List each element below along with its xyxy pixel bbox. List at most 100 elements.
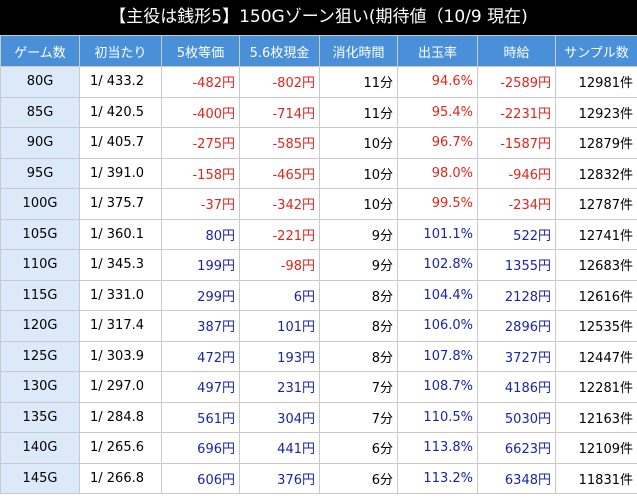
- cell-rate: 98.0%: [397, 157, 478, 189]
- cell-hourly: 2896円: [477, 310, 556, 342]
- cell-hourly: 6623円: [477, 432, 556, 464]
- cell-time: 7分: [319, 401, 398, 433]
- cell-samples: 12741件: [555, 218, 637, 250]
- cell-time: 6分: [319, 462, 398, 494]
- cell-cash56: 231円: [239, 371, 320, 403]
- cell-eq5: -482円: [161, 66, 240, 98]
- cell-hourly: 1355円: [477, 249, 556, 281]
- cell-time: 10分: [319, 157, 398, 189]
- cell-game: 145G: [0, 462, 80, 494]
- cell-rate: 108.7%: [397, 371, 478, 403]
- cell-rate: 96.7%: [397, 127, 478, 159]
- cell-game: 120G: [0, 310, 80, 342]
- cell-samples: 12923件: [555, 96, 637, 128]
- cell-eq5: 199円: [161, 249, 240, 281]
- cell-rate: 113.2%: [397, 462, 478, 494]
- cell-first-hit: 1/ 433.2: [79, 66, 162, 98]
- table-row: 85G 1/ 420.5 -400円 -714円 11分 95.4% -2231円 12923…: [0, 96, 637, 128]
- cell-cash56: 193円: [239, 340, 320, 372]
- cell-eq5: 472円: [161, 340, 240, 372]
- cell-hourly: -1587円: [477, 127, 556, 159]
- cell-time: 6分: [319, 432, 398, 464]
- header-game-count: ゲーム数: [0, 35, 80, 67]
- cell-samples: 12879件: [555, 127, 637, 159]
- cell-eq5: -275円: [161, 127, 240, 159]
- cell-samples: 12163件: [555, 401, 637, 433]
- cell-cash56: -465円: [239, 157, 320, 189]
- header-5-equal: 5枚等価: [161, 35, 240, 67]
- cell-time: 8分: [319, 340, 398, 372]
- cell-time: 9分: [319, 218, 398, 250]
- cell-first-hit: 1/ 345.3: [79, 249, 162, 281]
- cell-samples: 12535件: [555, 310, 637, 342]
- table-row: 105G 1/ 360.1 80円 -221円 9分 101.1% 522円 12741件: [0, 218, 637, 250]
- cell-first-hit: 1/ 297.0: [79, 371, 162, 403]
- cell-samples: 12616件: [555, 279, 637, 311]
- cell-rate: 102.8%: [397, 249, 478, 281]
- cell-rate: 106.0%: [397, 310, 478, 342]
- header-time: 消化時間: [319, 35, 398, 67]
- cell-hourly: 5030円: [477, 401, 556, 433]
- cell-first-hit: 1/ 331.0: [79, 279, 162, 311]
- table-row: 115G 1/ 331.0 299円 6円 8分 104.4% 2128円 12616件: [0, 279, 637, 311]
- cell-hourly: -2231円: [477, 96, 556, 128]
- cell-rate: 101.1%: [397, 218, 478, 250]
- cell-eq5: -400円: [161, 96, 240, 128]
- cell-samples: 12109件: [555, 432, 637, 464]
- cell-hourly: 2128円: [477, 279, 556, 311]
- cell-game: 140G: [0, 432, 80, 464]
- cell-rate: 107.8%: [397, 340, 478, 372]
- cell-game: 110G: [0, 249, 80, 281]
- cell-rate: 110.5%: [397, 401, 478, 433]
- cell-game: 100G: [0, 188, 80, 220]
- cell-cash56: 101円: [239, 310, 320, 342]
- cell-time: 10分: [319, 127, 398, 159]
- page-title: 【主役は銭形5】150Gゾーン狙い(期待値（10/9 現在): [0, 0, 637, 35]
- cell-hourly: -2589円: [477, 66, 556, 98]
- table-row: 145G 1/ 266.8 606円 376円 6分 113.2% 6348円 11831件: [0, 462, 637, 494]
- cell-samples: 12683件: [555, 249, 637, 281]
- cell-first-hit: 1/ 405.7: [79, 127, 162, 159]
- cell-first-hit: 1/ 317.4: [79, 310, 162, 342]
- cell-time: 11分: [319, 96, 398, 128]
- cell-samples: 11831件: [555, 462, 637, 494]
- cell-samples: 12447件: [555, 340, 637, 372]
- cell-first-hit: 1/ 360.1: [79, 218, 162, 250]
- cell-eq5: 696円: [161, 432, 240, 464]
- cell-time: 8分: [319, 279, 398, 311]
- cell-game: 125G: [0, 340, 80, 372]
- cell-eq5: 299円: [161, 279, 240, 311]
- header-payout-rate: 出玉率: [397, 35, 478, 67]
- table-row: 80G 1/ 433.2 -482円 -802円 11分 94.6% -2589円 12981…: [0, 66, 637, 98]
- cell-game: 130G: [0, 371, 80, 403]
- table-row: 135G 1/ 284.8 561円 304円 7分 110.5% 5030円 12163件: [0, 401, 637, 433]
- cell-rate: 104.4%: [397, 279, 478, 311]
- cell-game: 105G: [0, 218, 80, 250]
- cell-game: 115G: [0, 279, 80, 311]
- cell-hourly: -946円: [477, 157, 556, 189]
- cell-first-hit: 1/ 266.8: [79, 462, 162, 494]
- table-row: 120G 1/ 317.4 387円 101円 8分 106.0% 2896円 12535件: [0, 310, 637, 342]
- cell-game: 85G: [0, 96, 80, 128]
- cell-cash56: -342円: [239, 188, 320, 220]
- cell-rate: 99.5%: [397, 188, 478, 220]
- cell-hourly: 4186円: [477, 371, 556, 403]
- cell-first-hit: 1/ 420.5: [79, 96, 162, 128]
- cell-samples: 12981件: [555, 66, 637, 98]
- cell-first-hit: 1/ 303.9: [79, 340, 162, 372]
- cell-cash56: -98円: [239, 249, 320, 281]
- cell-samples: 12281件: [555, 371, 637, 403]
- cell-time: 8分: [319, 310, 398, 342]
- cell-hourly: 3727円: [477, 340, 556, 372]
- cell-time: 10分: [319, 188, 398, 220]
- cell-first-hit: 1/ 284.8: [79, 401, 162, 433]
- cell-cash56: -585円: [239, 127, 320, 159]
- cell-first-hit: 1/ 391.0: [79, 157, 162, 189]
- table-row: 100G 1/ 375.7 -37円 -342円 10分 99.5% -234円 12787件: [0, 188, 637, 220]
- cell-eq5: 387円: [161, 310, 240, 342]
- cell-samples: 12832件: [555, 157, 637, 189]
- cell-time: 7分: [319, 371, 398, 403]
- cell-cash56: -714円: [239, 96, 320, 128]
- cell-eq5: 561円: [161, 401, 240, 433]
- cell-cash56: 376円: [239, 462, 320, 494]
